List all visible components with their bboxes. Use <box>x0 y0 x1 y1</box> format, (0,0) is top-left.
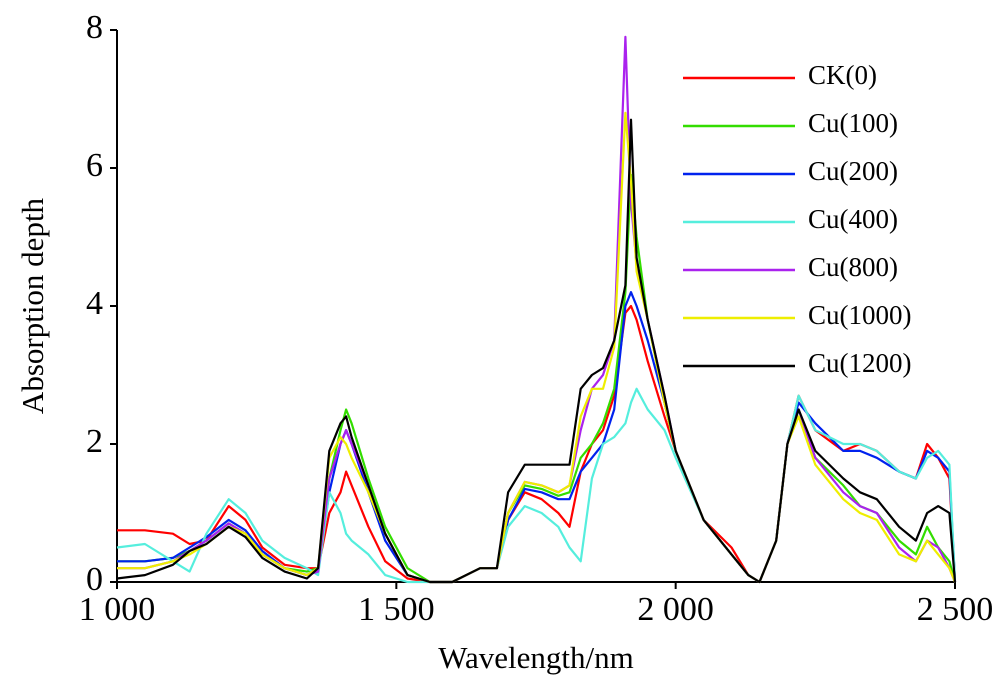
x-tick-label: 2 000 <box>637 591 714 628</box>
x-tick-label: 1 000 <box>79 591 156 628</box>
legend-label: Cu(1200) <box>808 348 912 378</box>
series-line <box>116 387 957 584</box>
series-line <box>117 111 957 584</box>
legend-label: Cu(800) <box>808 252 898 282</box>
y-tick-label: 6 <box>86 147 103 184</box>
x-axis-label: Wavelength/nm <box>438 640 634 675</box>
series-line <box>116 118 957 584</box>
legend-label: Cu(100) <box>808 108 898 138</box>
legend-label: Cu(1000) <box>808 300 912 330</box>
y-tick-label: 4 <box>86 285 103 322</box>
legend-label: CK(0) <box>808 60 877 90</box>
y-axis-label: Absorption depth <box>15 197 50 414</box>
legend-label: Cu(400) <box>808 204 898 234</box>
x-tick-label: 2 500 <box>917 591 994 628</box>
y-tick-label: 0 <box>86 561 103 598</box>
legend-label: Cu(200) <box>808 156 898 186</box>
series-line <box>117 173 957 584</box>
y-tick-label: 2 <box>86 423 103 460</box>
x-tick-label: 1 500 <box>358 591 435 628</box>
y-tick-label: 8 <box>86 9 103 46</box>
